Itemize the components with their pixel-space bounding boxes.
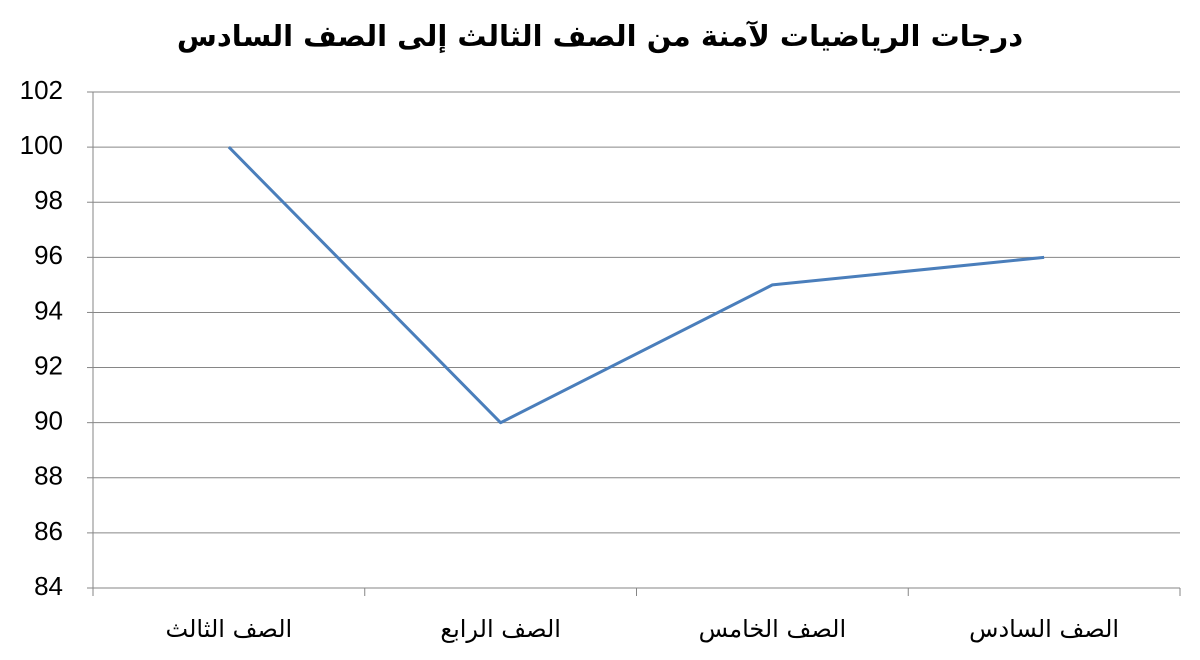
chart-title: درجات الرياضيات لآمنة من الصف الثالث إلى… bbox=[177, 19, 1023, 54]
data-line bbox=[227, 146, 1045, 425]
y-tick-label: 94 bbox=[34, 295, 63, 325]
x-tick-label: الصف الخامس bbox=[699, 615, 847, 643]
y-tick-label: 86 bbox=[34, 516, 63, 546]
y-tick-label: 90 bbox=[34, 406, 63, 436]
y-tick-label: 98 bbox=[34, 185, 63, 215]
y-tick-label: 96 bbox=[34, 240, 63, 270]
x-tick-label: الصف الرابع bbox=[440, 615, 561, 643]
y-tick-label: 88 bbox=[34, 461, 63, 491]
x-tick-label: الصف السادس bbox=[969, 615, 1119, 643]
y-tick-label: 100 bbox=[20, 130, 63, 160]
y-tick-label: 84 bbox=[34, 571, 63, 601]
x-tick-label: الصف الثالث bbox=[166, 615, 293, 643]
y-tick-label: 92 bbox=[34, 350, 63, 380]
y-tick-label: 102 bbox=[20, 75, 63, 105]
